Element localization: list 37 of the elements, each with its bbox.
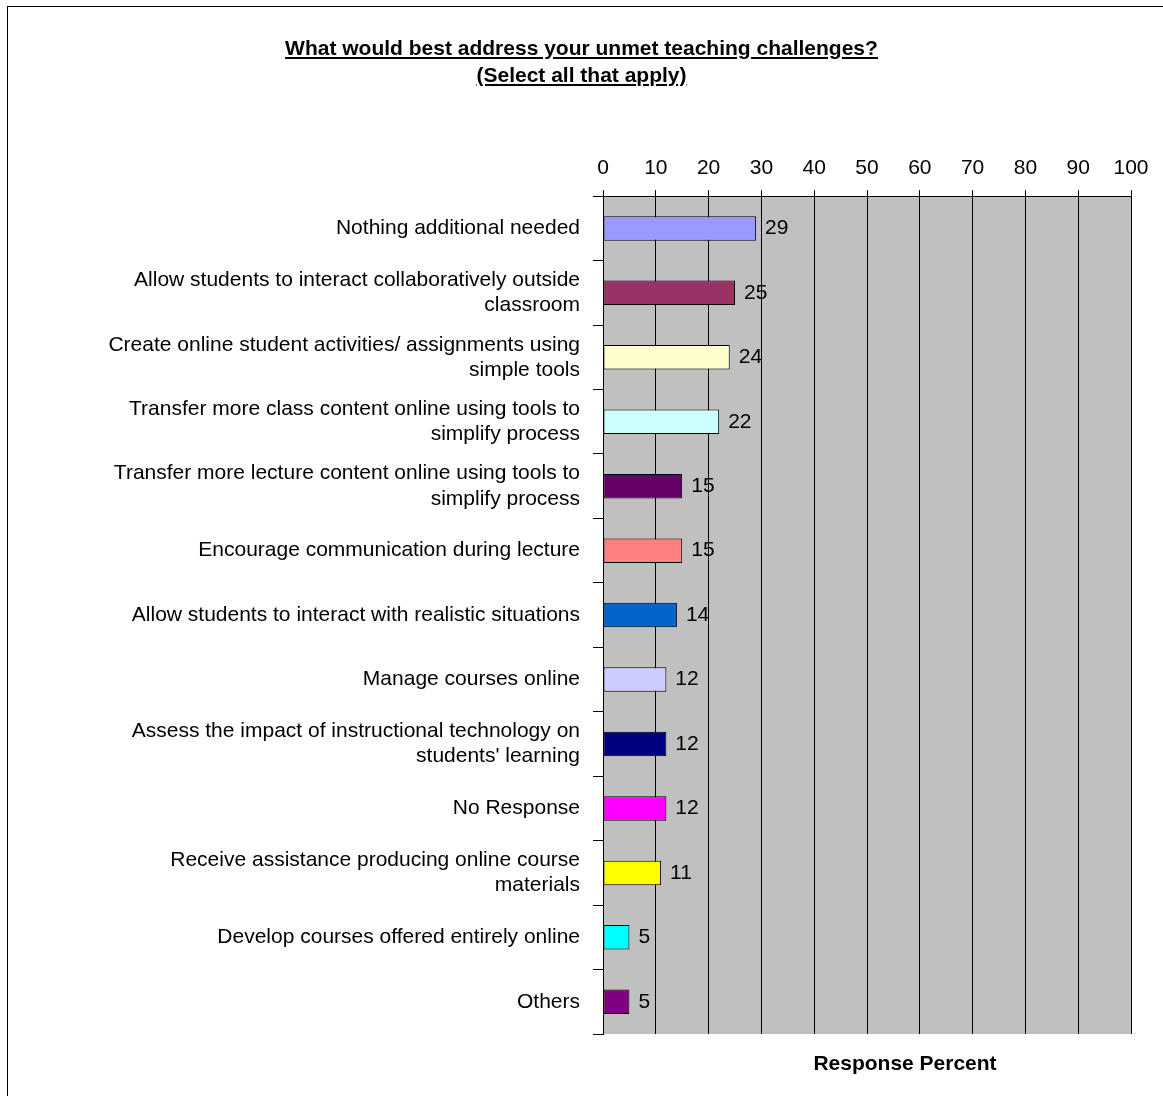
x-tick-label: 50 xyxy=(855,155,879,179)
y-tick-label: Receive assistance producing online course materials xyxy=(170,847,580,896)
x-tick-label: 10 xyxy=(644,155,668,179)
data-label: 14 xyxy=(685,601,710,625)
y-tick-label: Allow students to interact collaboratively outside classroom xyxy=(134,267,580,316)
y-tick-label: Allow students to interact with realistic situations xyxy=(131,601,580,625)
chart-subtitle: (Select all that apply) xyxy=(476,63,687,86)
x-tick-label: 80 xyxy=(1013,155,1038,179)
y-tick-label: Nothing additional needed xyxy=(335,215,580,239)
y-tick-label: Encourage communication during lecture xyxy=(198,537,580,561)
y-tick-label: Others xyxy=(516,988,580,1012)
data-label: 5 xyxy=(638,924,651,948)
data-label: 22 xyxy=(728,408,752,432)
y-tick-label: Transfer more lecture content online using tools to simplify process xyxy=(113,460,580,509)
data-label: 12 xyxy=(675,795,699,819)
x-tick-label: 0 xyxy=(597,155,609,179)
x-tick-label: 100 xyxy=(1113,155,1149,179)
y-tick-label: Transfer more class content online using tools to simplify process xyxy=(129,395,580,445)
x-tick-label: 30 xyxy=(749,155,774,179)
y-tick-label: Manage courses online xyxy=(362,666,580,690)
y-tick-label: No Response xyxy=(452,795,580,819)
x-tick-label: 60 xyxy=(908,155,932,179)
x-axis-title: Response Percent xyxy=(813,1050,997,1074)
data-label: 24 xyxy=(738,344,763,368)
y-tick-label: Develop courses offered entirely online xyxy=(217,924,580,948)
y-tick-label: Assess the impact of instructional technology on students' learning xyxy=(131,718,580,767)
chart-title: What would best address your unmet teaching challenges? xyxy=(285,36,878,59)
data-label: 29 xyxy=(765,215,789,239)
data-label: 5 xyxy=(638,988,651,1012)
y-tick-label: Create online student activities/ assignments using simple tools xyxy=(108,331,580,380)
data-label: 11 xyxy=(670,859,692,883)
x-tick-label: 70 xyxy=(960,155,985,179)
x-tick-label: 40 xyxy=(802,155,826,179)
data-label: 12 xyxy=(675,730,699,754)
x-tick-label: 20 xyxy=(696,155,721,179)
data-label: 12 xyxy=(675,666,699,690)
x-tick-label: 90 xyxy=(1066,155,1090,179)
